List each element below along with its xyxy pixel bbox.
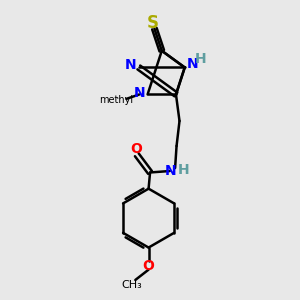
Text: methyl: methyl	[117, 98, 122, 100]
Text: S: S	[147, 14, 159, 32]
Text: N: N	[125, 58, 136, 72]
Text: methyl: methyl	[100, 95, 134, 105]
Text: O: O	[142, 259, 154, 273]
Text: H: H	[178, 163, 190, 176]
Text: O: O	[130, 142, 142, 156]
Text: H: H	[195, 52, 207, 66]
Text: N: N	[134, 86, 145, 100]
Text: N: N	[165, 164, 176, 178]
Text: CH₃: CH₃	[121, 280, 142, 290]
Text: N: N	[187, 57, 199, 71]
